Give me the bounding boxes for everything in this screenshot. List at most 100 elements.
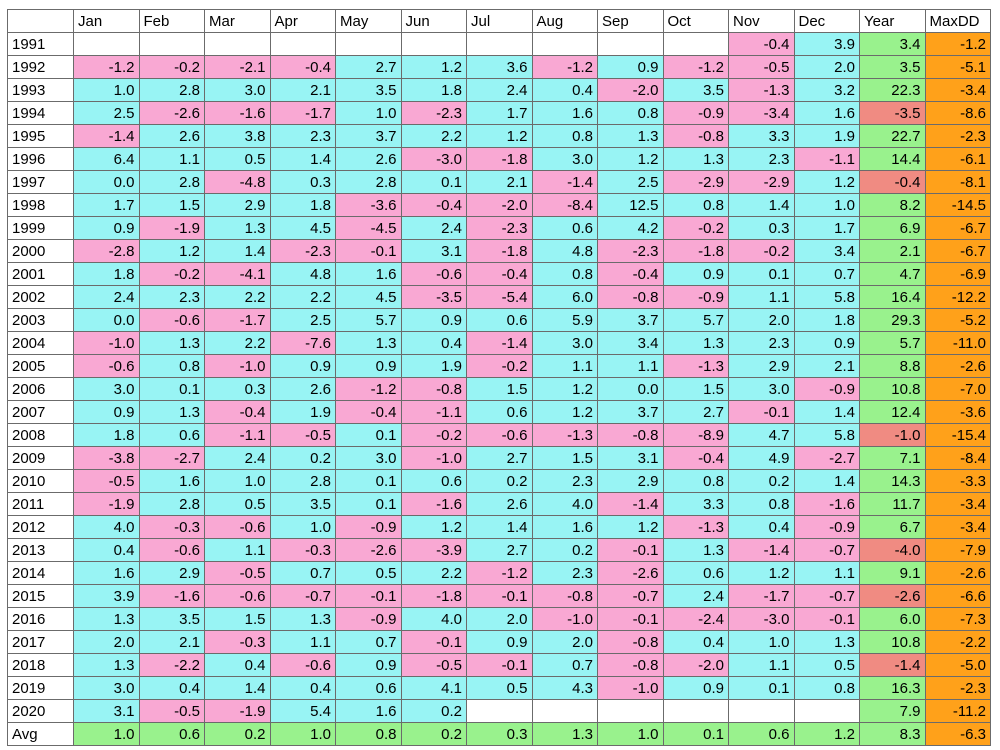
value-cell-jan: -3.8: [73, 446, 140, 470]
column-header-apr: Apr: [269, 9, 336, 33]
value-cell-year: 6.0: [859, 607, 926, 631]
value-cell-mar: 1.4: [204, 676, 271, 700]
row-label: 2015: [7, 584, 74, 608]
value-cell-jul: 2.7: [466, 446, 533, 470]
year-row: 2015 3.9 -1.6 -0.6 -0.7 -0.1 -1.8 -0.1 -0.8 -0.7 2…: [7, 584, 991, 608]
value-cell-jul: -1.8: [466, 239, 533, 263]
value-cell-year: 10.8: [859, 630, 926, 654]
value-cell-jul: [466, 32, 533, 56]
year-row: 1995 -1.4 2.6 3.8 2.3 3.7 2.2 1.2 0.8 1.3 -0.8 3.3 1…: [7, 124, 991, 148]
value-cell-jun: 2.2: [400, 561, 467, 585]
value-cell-jun: 0.6: [400, 469, 467, 493]
value-cell-may: -0.9: [335, 607, 402, 631]
value-cell-jan: 1.3: [73, 607, 140, 631]
value-cell-sep: 3.4: [597, 331, 664, 355]
value-cell-jul: 0.3: [466, 722, 533, 746]
value-cell-maxdd: -11.0: [924, 331, 991, 355]
value-cell-oct: 1.3: [662, 147, 729, 171]
value-cell-jul: 1.2: [466, 124, 533, 148]
value-cell-jul: 0.5: [466, 676, 533, 700]
row-label: 1996: [7, 147, 74, 171]
value-cell-apr: 2.6: [269, 377, 336, 401]
value-cell-year: -1.0: [859, 423, 926, 447]
year-row: 1996 6.4 1.1 0.5 1.4 2.6 -3.0 -1.8 3.0 1.2 1.3 2.3-…: [7, 147, 991, 171]
value-cell-nov: -0.2: [728, 239, 795, 263]
value-cell-may: -3.6: [335, 193, 402, 217]
row-label: 2000: [7, 239, 74, 263]
value-cell-may: 0.1: [335, 469, 402, 493]
value-cell-sep: 1.0: [597, 722, 664, 746]
value-cell-jun: -0.5: [400, 653, 467, 677]
value-cell-apr: 1.8: [269, 193, 336, 217]
value-cell-dec: 0.8: [793, 676, 860, 700]
value-cell-apr: 0.9: [269, 354, 336, 378]
value-cell-dec: -0.9: [793, 377, 860, 401]
value-cell-sep: 1.2: [597, 147, 664, 171]
value-cell-dec: 1.3: [793, 630, 860, 654]
column-header-nov: Nov: [728, 9, 795, 33]
value-cell-aug: 1.1: [531, 354, 598, 378]
row-label: 2014: [7, 561, 74, 585]
value-cell-mar: -0.4: [204, 400, 271, 424]
value-cell-nov: 1.0: [728, 630, 795, 654]
value-cell-jan: 3.9: [73, 584, 140, 608]
value-cell-oct: 0.9: [662, 676, 729, 700]
value-cell-maxdd: -8.4: [924, 446, 991, 470]
value-cell-oct: 0.6: [662, 561, 729, 585]
row-label: 2002: [7, 285, 74, 309]
row-label: 2013: [7, 538, 74, 562]
value-cell-mar: 1.5: [204, 607, 271, 631]
value-cell-maxdd: -5.2: [924, 308, 991, 332]
value-cell-feb: 1.3: [138, 331, 205, 355]
value-cell-feb: 2.9: [138, 561, 205, 585]
value-cell-year: 8.3: [859, 722, 926, 746]
value-cell-jun: 3.1: [400, 239, 467, 263]
value-cell-sep: -1.4: [597, 492, 664, 516]
value-cell-may: -4.5: [335, 216, 402, 240]
value-cell-jan: 0.9: [73, 216, 140, 240]
value-cell-may: 0.8: [335, 722, 402, 746]
row-label: 2008: [7, 423, 74, 447]
value-cell-oct: 3.3: [662, 492, 729, 516]
value-cell-nov: 2.3: [728, 331, 795, 355]
value-cell-maxdd: -1.2: [924, 32, 991, 56]
value-cell-jan: 0.0: [73, 308, 140, 332]
value-cell-year: 10.8: [859, 377, 926, 401]
value-cell-apr: -7.6: [269, 331, 336, 355]
value-cell-jun: 0.9: [400, 308, 467, 332]
value-cell-jan: -0.6: [73, 354, 140, 378]
value-cell-may: 3.5: [335, 78, 402, 102]
value-cell-jan: 6.4: [73, 147, 140, 171]
value-cell-may: 2.7: [335, 55, 402, 79]
value-cell-may: 0.1: [335, 423, 402, 447]
value-cell-oct: -1.2: [662, 55, 729, 79]
value-cell-nov: -1.4: [728, 538, 795, 562]
row-label: 2019: [7, 676, 74, 700]
value-cell-feb: 2.8: [138, 492, 205, 516]
row-label: Avg: [7, 722, 74, 746]
value-cell-jan: -0.5: [73, 469, 140, 493]
column-header-feb: Feb: [138, 9, 205, 33]
value-cell-aug: -8.4: [531, 193, 598, 217]
value-cell-apr: 2.3: [269, 124, 336, 148]
value-cell-maxdd: -6.7: [924, 239, 991, 263]
value-cell-jul: -0.1: [466, 653, 533, 677]
value-cell-jul: -1.2: [466, 561, 533, 585]
value-cell-jun: -0.8: [400, 377, 467, 401]
value-cell-feb: 0.1: [138, 377, 205, 401]
value-cell-jan: -1.2: [73, 55, 140, 79]
value-cell-oct: -1.3: [662, 354, 729, 378]
value-cell-aug: 0.8: [531, 124, 598, 148]
value-cell-jan: 4.0: [73, 515, 140, 539]
value-cell-aug: 0.6: [531, 216, 598, 240]
value-cell-maxdd: -3.4: [924, 492, 991, 516]
value-cell-jan: 1.0: [73, 722, 140, 746]
row-label: 2003: [7, 308, 74, 332]
value-cell-jul: 2.6: [466, 492, 533, 516]
value-cell-apr: -0.5: [269, 423, 336, 447]
value-cell-jan: -1.0: [73, 331, 140, 355]
header-row: Jan Feb Mar Apr May Jun Jul Aug Sep Oct Nov Dec Year…: [7, 9, 991, 33]
value-cell-apr: 2.1: [269, 78, 336, 102]
year-row: 2003 0.0 -0.6 -1.7 2.5 5.7 0.9 0.6 5.9 3.7 5.7 2.0 1…: [7, 308, 991, 332]
value-cell-maxdd: -3.6: [924, 400, 991, 424]
